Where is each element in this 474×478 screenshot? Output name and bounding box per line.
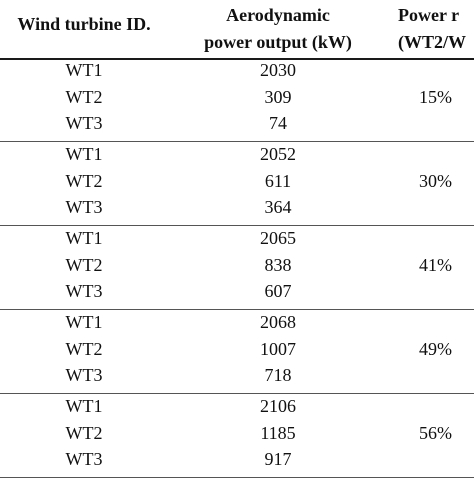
header-turbine-id: Wind turbine ID. — [17, 14, 151, 34]
turbine-id-cell: WT3 — [65, 449, 103, 469]
power-output-cell: 1007 — [260, 339, 296, 359]
turbine-id-cell: WT3 — [65, 113, 103, 133]
header-power-ratio-line1: Power r — [398, 5, 460, 25]
power-output-cell: 2052 — [260, 144, 296, 164]
turbine-id-cell: WT1 — [65, 396, 103, 416]
header-power-output-line2: power output (kW) — [204, 32, 352, 52]
table-group: WT1 2068 WT2 1007 WT3 718 49% — [0, 310, 474, 394]
turbine-id-cell: WT3 — [65, 281, 103, 301]
power-ratio-cell: 49% — [419, 339, 452, 359]
header-power-output: Aerodynamic power output (kW) — [178, 2, 378, 56]
power-output-cell: 2068 — [260, 312, 296, 332]
power-output-cell: 1185 — [260, 423, 296, 443]
table-body: WT1 2030 WT2 309 WT3 74 15% WT1 2052 WT2… — [0, 58, 474, 478]
turbine-id-cell: WT2 — [65, 423, 103, 443]
power-output-cell: 2106 — [260, 396, 296, 416]
power-ratio-cell: 30% — [419, 171, 452, 191]
table-header: Wind turbine ID. Aerodynamic power outpu… — [0, 0, 474, 60]
table-group: WT1 2030 WT2 309 WT3 74 15% — [0, 58, 474, 142]
turbine-id-cell: WT2 — [65, 255, 103, 275]
header-power-ratio-line2: (WT2/W — [398, 32, 467, 52]
turbine-id-cell: WT2 — [65, 87, 103, 107]
table-group: WT1 2106 WT2 1185 WT3 917 56% — [0, 394, 474, 478]
turbine-id-cell: WT1 — [65, 228, 103, 248]
table-group: WT1 2052 WT2 611 WT3 364 30% — [0, 142, 474, 226]
power-output-cell: 917 — [264, 449, 292, 469]
power-output-cell: 309 — [264, 87, 292, 107]
power-output-cell: 2065 — [260, 228, 296, 248]
power-output-cell: 74 — [269, 113, 287, 133]
power-output-cell: 2030 — [260, 60, 296, 80]
turbine-id-cell: WT1 — [65, 144, 103, 164]
turbine-id-cell: WT3 — [65, 197, 103, 217]
turbine-id-cell: WT1 — [65, 312, 103, 332]
turbine-id-cell: WT3 — [65, 365, 103, 385]
turbine-id-cell: WT2 — [65, 171, 103, 191]
header-power-output-line1: Aerodynamic — [226, 5, 330, 25]
power-output-cell: 718 — [264, 365, 292, 385]
power-output-cell: 611 — [264, 171, 292, 191]
power-ratio-cell: 15% — [419, 87, 452, 107]
turbine-id-cell: WT2 — [65, 339, 103, 359]
turbine-id-cell: WT1 — [65, 60, 103, 80]
power-output-cell: 607 — [264, 281, 292, 301]
table-group: WT1 2065 WT2 838 WT3 607 41% — [0, 226, 474, 310]
power-output-cell: 838 — [264, 255, 292, 275]
header-power-ratio: Power r (WT2/W — [398, 2, 474, 56]
power-ratio-cell: 56% — [419, 423, 452, 443]
power-output-cell: 364 — [264, 197, 292, 217]
power-ratio-cell: 41% — [419, 255, 452, 275]
